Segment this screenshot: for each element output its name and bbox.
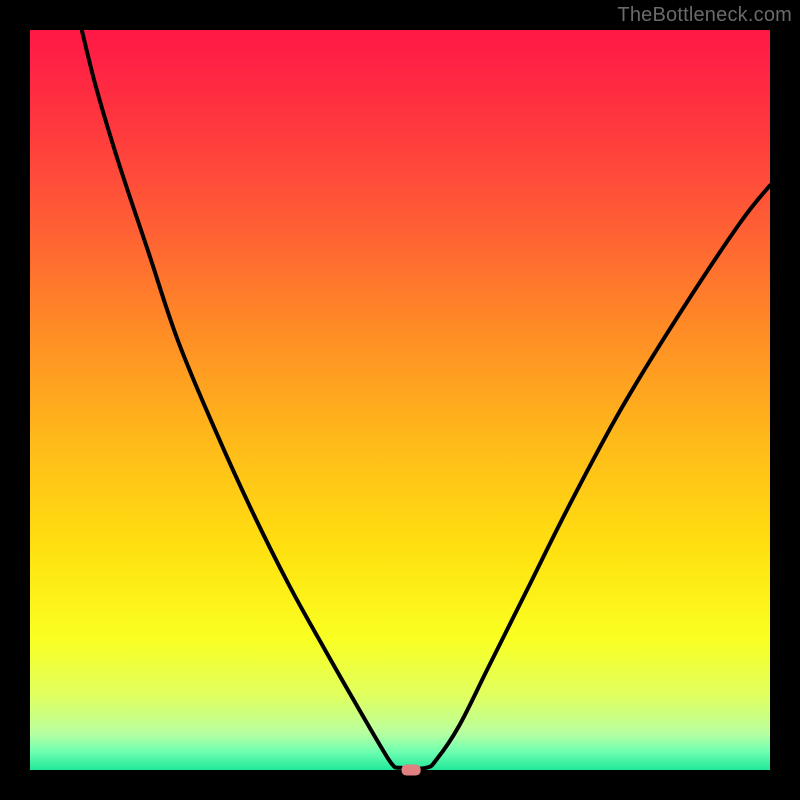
watermark-text: TheBottleneck.com (617, 4, 792, 27)
chart-container: TheBottleneck.com (0, 0, 800, 800)
plot-area (30, 30, 770, 770)
minimum-marker (401, 764, 420, 775)
bottleneck-chart (0, 0, 800, 800)
